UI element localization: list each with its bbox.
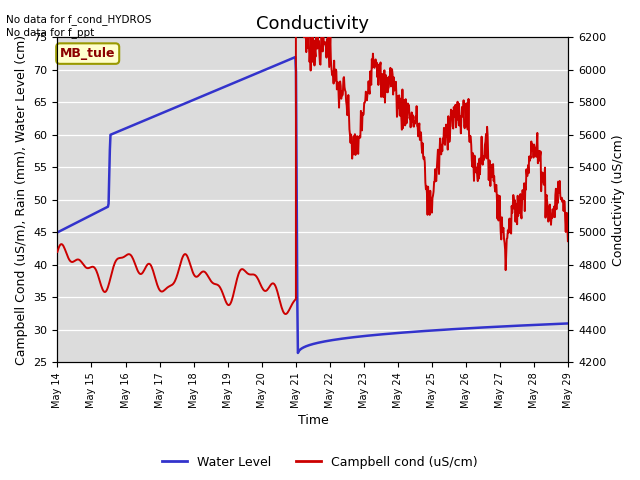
Text: No data for f_cond_HYDROS
No data for f_ppt: No data for f_cond_HYDROS No data for f_…: [6, 14, 152, 38]
Title: Conductivity: Conductivity: [257, 15, 369, 33]
Y-axis label: Conductivity (uS/cm): Conductivity (uS/cm): [612, 134, 625, 266]
X-axis label: Time: Time: [298, 414, 328, 427]
Legend: Water Level, Campbell cond (uS/cm): Water Level, Campbell cond (uS/cm): [157, 451, 483, 474]
Text: MB_tule: MB_tule: [60, 47, 115, 60]
Y-axis label: Campbell Cond (uS/m), Rain (mm), Water Level (cm): Campbell Cond (uS/m), Rain (mm), Water L…: [15, 35, 28, 365]
